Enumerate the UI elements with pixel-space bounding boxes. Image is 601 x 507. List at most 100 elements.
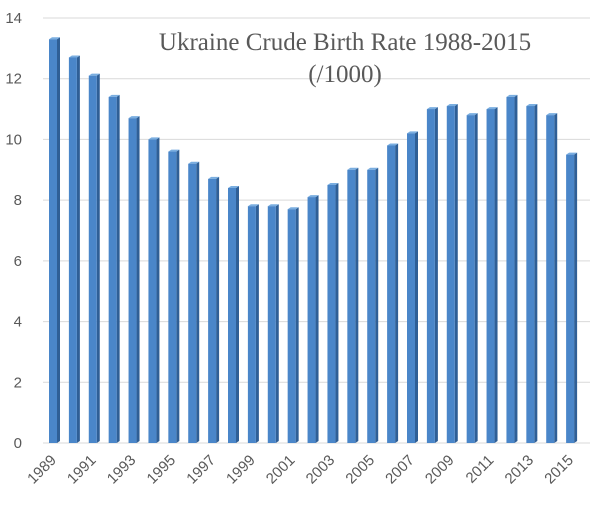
bar-2013 <box>546 113 558 444</box>
bar-1999 <box>267 204 279 443</box>
bar-side <box>196 161 200 443</box>
bar-2003 <box>347 167 359 444</box>
bar-front <box>566 154 575 443</box>
bar-front <box>188 163 197 443</box>
bar-1997 <box>228 186 239 443</box>
bar-front <box>108 96 117 443</box>
bar-1989 <box>68 55 80 443</box>
bar-front <box>446 106 455 444</box>
bar-top <box>49 37 60 40</box>
x-tick-label: 2011 <box>463 452 498 487</box>
bar-top <box>168 149 180 152</box>
bar-front <box>466 115 475 444</box>
x-tick-label: 2015 <box>541 452 577 488</box>
bar-side <box>375 167 379 444</box>
bar-top <box>466 113 478 116</box>
x-tick-label: 2009 <box>422 452 458 488</box>
y-tick-label: 6 <box>14 253 22 270</box>
bar-front <box>247 206 256 443</box>
x-tick-label: 1999 <box>223 452 259 488</box>
bar-top <box>426 107 438 110</box>
bar-1996 <box>208 176 220 443</box>
bar-2005 <box>387 143 399 443</box>
bar-front <box>267 206 276 443</box>
bar-top <box>307 195 319 198</box>
bar-side <box>57 37 60 443</box>
bar-side <box>335 182 339 443</box>
y-tick-label: 4 <box>14 314 22 331</box>
bar-front <box>128 118 137 443</box>
bar-1990 <box>88 73 100 443</box>
bar-side <box>474 113 478 444</box>
bar-front <box>287 209 296 443</box>
bar-front <box>387 145 396 443</box>
bar-1994 <box>168 149 180 444</box>
bar-side <box>534 104 538 444</box>
bar-front <box>49 39 57 443</box>
x-tick-label: 1995 <box>144 452 180 488</box>
bar-top <box>446 104 458 107</box>
bar-1995 <box>188 161 200 443</box>
bar-front <box>88 75 97 443</box>
y-tick-label: 10 <box>5 131 22 148</box>
x-tick-label: 1989 <box>24 452 60 488</box>
chart-title-line1: Ukraine Crude Birth Rate 1988-2015 <box>159 29 531 56</box>
bar-2010 <box>486 107 498 444</box>
bar-2011 <box>506 94 518 443</box>
bar-side <box>395 143 399 443</box>
bar-top <box>407 131 418 134</box>
bar-2012 <box>526 104 538 444</box>
bar-side <box>216 176 220 443</box>
bar-2006 <box>407 131 418 443</box>
bar-2000 <box>287 207 299 443</box>
bar-2007 <box>426 107 438 444</box>
bar-side <box>295 207 299 443</box>
bar-1998 <box>247 204 259 443</box>
bar-side <box>454 104 458 444</box>
bar-top <box>128 116 140 119</box>
bar-1992 <box>128 116 140 443</box>
bar-side <box>315 195 319 443</box>
x-tick-label: 2005 <box>342 452 378 488</box>
bar-side <box>275 204 279 443</box>
bar-front <box>546 115 555 444</box>
bar-top <box>247 204 259 207</box>
bar-front <box>68 57 77 443</box>
bar-1991 <box>108 94 120 443</box>
bar-top <box>367 167 379 170</box>
bar-top <box>566 152 578 155</box>
bar-front <box>327 184 336 443</box>
bar-top <box>267 204 279 207</box>
bar-top <box>486 107 498 110</box>
y-tick-label: 0 <box>14 435 22 452</box>
x-tick-label: 2001 <box>263 452 299 488</box>
bar-front <box>208 178 217 443</box>
bar-front <box>526 106 535 444</box>
x-tick-label: 2007 <box>382 452 418 488</box>
bar-front <box>148 139 157 443</box>
bar-side <box>355 167 359 444</box>
x-tick-label: 2013 <box>502 452 538 488</box>
bar-front <box>347 169 356 444</box>
bar-top <box>148 137 160 140</box>
bar-1988 <box>49 37 60 443</box>
bar-top <box>208 176 220 179</box>
bar-side <box>434 107 438 444</box>
bar-side <box>554 113 558 444</box>
y-tick-label: 2 <box>14 374 22 391</box>
x-axis-ticks: 1989 1991 1993 1995 1997 1999 2001 2003 2005 2007… <box>24 452 577 488</box>
bar-top <box>526 104 538 107</box>
bar-top <box>188 161 200 164</box>
bar-side <box>176 149 180 444</box>
y-tick-label: 8 <box>14 192 22 209</box>
bar-2001 <box>307 195 319 443</box>
y-tick-label: 12 <box>5 71 22 88</box>
bar-top <box>387 143 399 146</box>
bar-2009 <box>466 113 478 444</box>
bar-front <box>407 133 415 443</box>
bar-2014 <box>566 152 578 443</box>
bar-2002 <box>327 182 339 443</box>
x-tick-label: 1997 <box>183 452 219 488</box>
bar-side <box>574 152 578 443</box>
bars <box>49 37 578 444</box>
